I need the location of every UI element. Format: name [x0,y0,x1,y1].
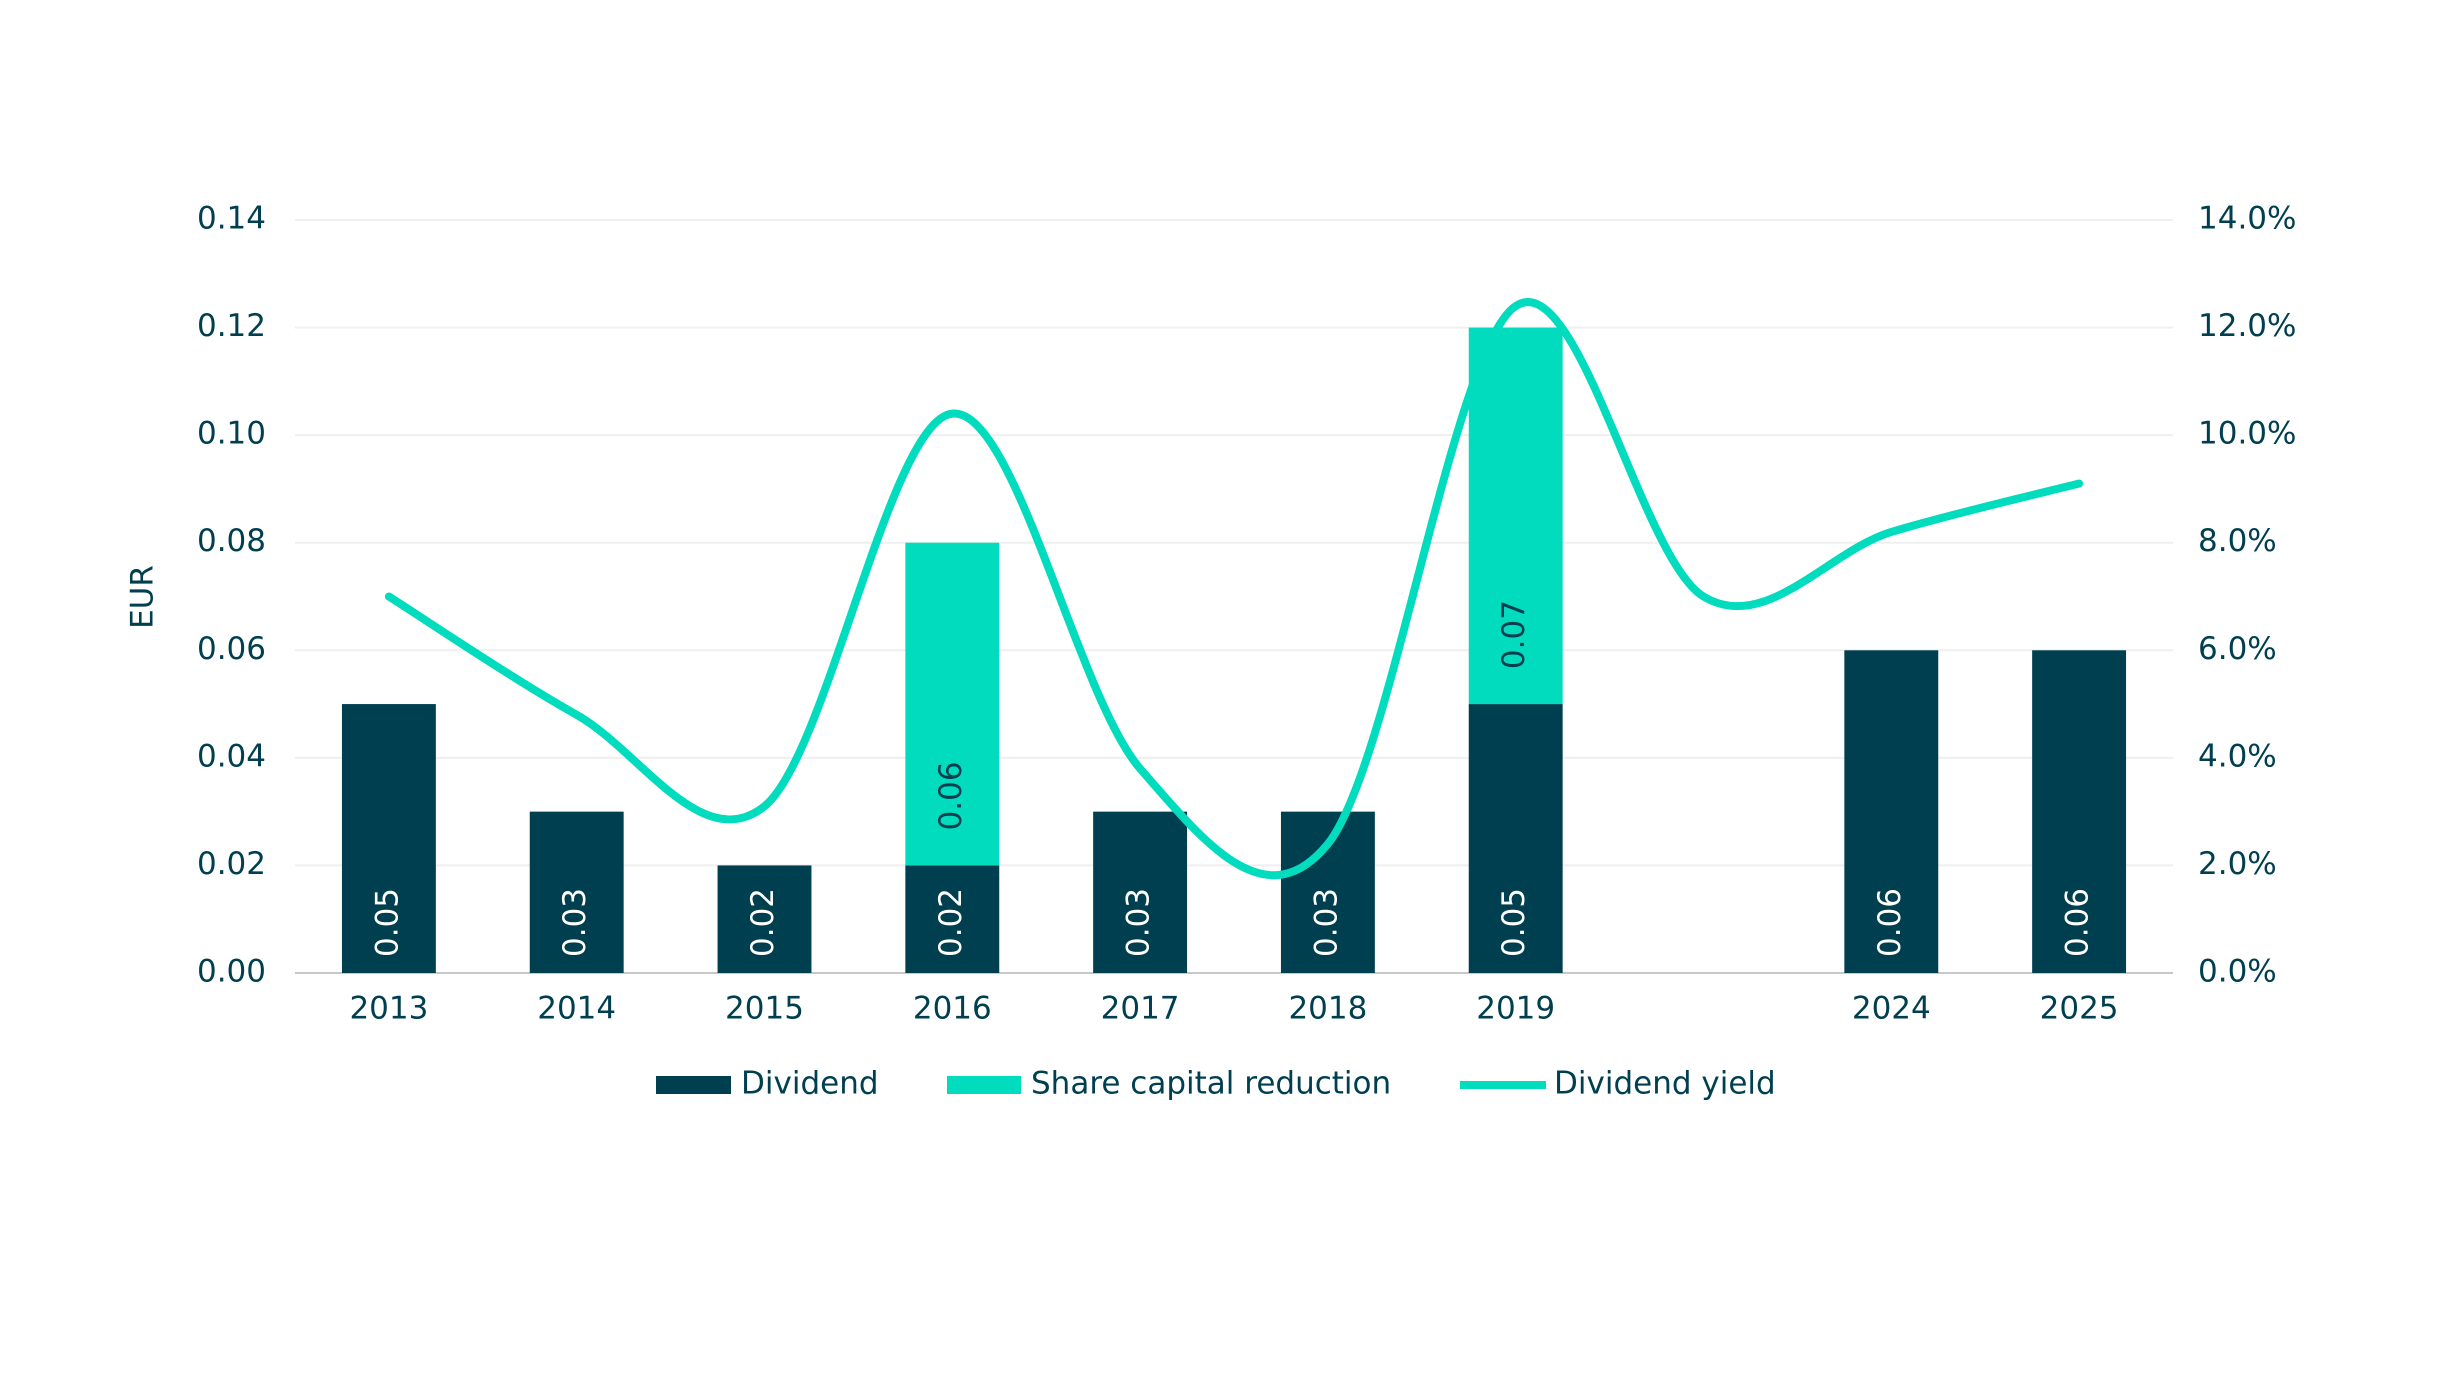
y2-tick-label: 10.0% [2198,416,2296,452]
x-tick-label: 2017 [1101,991,1180,1027]
y-tick-label: 0.14 [197,201,266,237]
data-label: 0.06 [1872,888,1908,957]
x-tick-label: 2024 [1852,991,1931,1027]
legend-label: Dividend [741,1066,879,1102]
y2-tick-label: 0.0% [2198,954,2277,990]
x-tick-label: 2013 [349,991,428,1027]
data-label: 0.03 [1121,888,1157,957]
x-tick-label: 2016 [913,991,992,1027]
y2-tick-label: 14.0% [2198,201,2296,237]
y-tick-label: 0.02 [197,846,266,882]
data-label: 0.05 [369,888,405,957]
bar [1093,811,1188,973]
y2-tick-label: 6.0% [2198,631,2277,667]
x-tick-label: 2014 [537,991,616,1027]
bar [1844,650,1939,973]
data-label: 0.07 [1496,600,1532,669]
y-tick-label: 0.04 [197,738,266,774]
y-tick-label: 0.12 [197,308,266,344]
y-tick-label: 0.10 [197,416,266,452]
y-tick-label: 0.06 [197,631,266,667]
bar [717,865,812,973]
data-label: 0.06 [2060,888,2096,957]
legend-label: Share capital reduction [1031,1066,1391,1102]
bar [529,811,624,973]
data-label: 0.02 [745,888,781,957]
line [384,298,2084,880]
bar [1468,704,1563,973]
y2-tick-label: 8.0% [2198,523,2277,559]
y-tick-label: 0.00 [197,954,266,990]
x-tick-label: 2015 [725,991,804,1027]
x-tick-label: 2019 [1476,991,1555,1027]
bar [905,865,1000,973]
y-tick-label: 0.08 [197,523,266,559]
bar [905,542,1000,866]
y2-tick-label: 4.0% [2198,738,2277,774]
y2-tick-label: 2.0% [2198,846,2277,882]
bar [1468,327,1563,705]
x-tick-label: 2025 [2040,991,2119,1027]
data-label: 0.05 [1496,888,1532,957]
legend-label: Dividend yield [1554,1066,1776,1102]
data-label: 0.06 [933,761,969,830]
y-axis-label: EUR [125,565,161,629]
legend-swatch [656,1076,731,1094]
x-tick-label: 2018 [1288,991,1367,1027]
bar [2032,650,2127,973]
y2-tick-label: 12.0% [2198,308,2296,344]
bar [341,704,436,973]
data-label: 0.03 [557,888,593,957]
data-label: 0.02 [933,888,969,957]
data-label: 0.03 [1308,888,1344,957]
legend-swatch [947,1076,1021,1094]
